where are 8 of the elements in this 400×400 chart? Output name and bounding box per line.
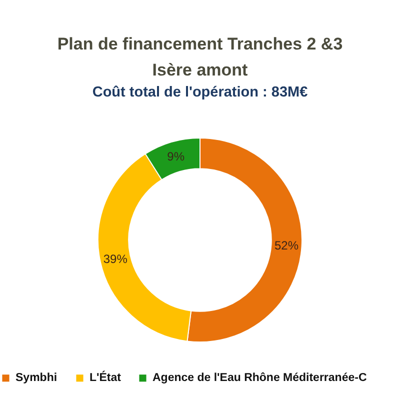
data-label: 39% (103, 252, 128, 266)
chart-subtitle: Coût total de l'opération : 83M€ (92, 84, 308, 100)
legend-label: Symbhi (16, 372, 58, 384)
legend-label: Agence de l'Eau Rhône Méditerranée-C (152, 372, 367, 384)
chart-title: Plan de financement Tranches 2 &3 Isère amont (57, 34, 343, 80)
legend-label: L'État (90, 370, 122, 384)
data-label: 52% (274, 238, 299, 252)
data-label: 9% (167, 150, 185, 164)
